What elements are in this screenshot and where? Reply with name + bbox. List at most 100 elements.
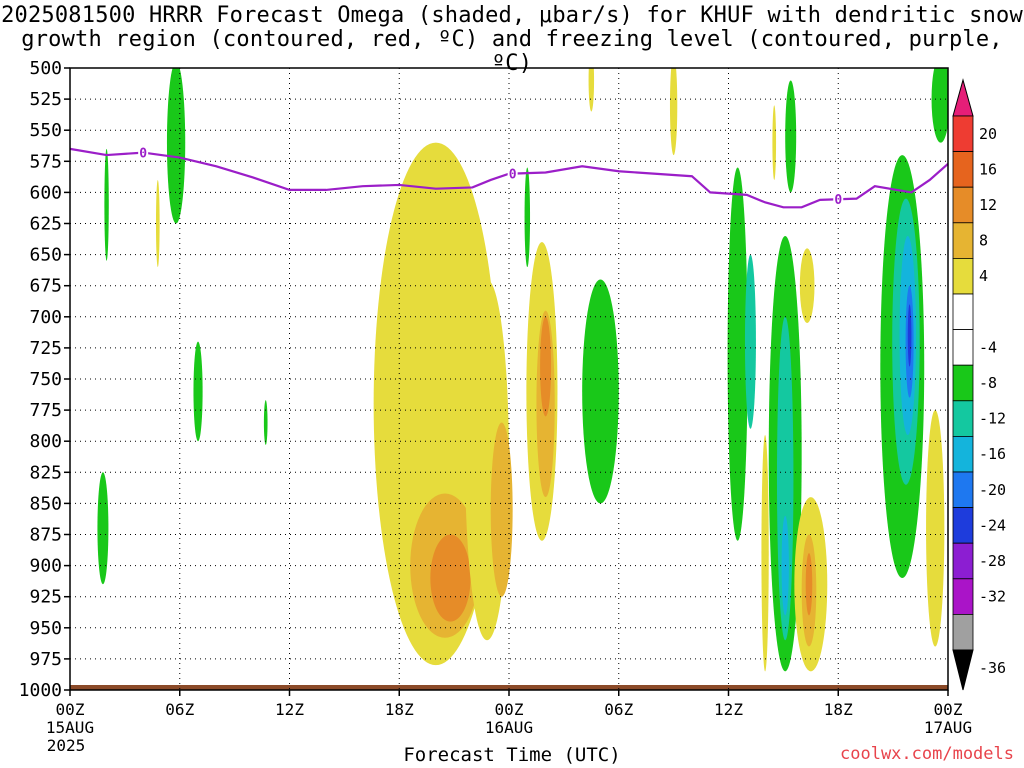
y-tick-label: 575 (29, 151, 62, 172)
y-tick-label: 700 (29, 307, 62, 328)
colorbar-segment (952, 151, 974, 188)
colorbar-label: 8 (979, 232, 988, 250)
y-tick-label: 975 (29, 649, 62, 670)
omega-contour-green (263, 400, 268, 445)
x-tick-date-label: 15AUG (46, 718, 94, 737)
colorbar-segment (952, 542, 974, 580)
colorbar-top-triangle (952, 78, 974, 117)
freezing-level-label: 0 (834, 193, 842, 208)
x-tick-label: 00Z (495, 700, 524, 719)
x-tick-label: 06Z (604, 700, 633, 719)
omega-contour-green (931, 68, 948, 143)
y-tick-label: 675 (29, 276, 62, 297)
omega-contour-orange (805, 553, 813, 616)
omega-contour-yellow (669, 68, 678, 156)
colorbar-label: -12 (979, 410, 1006, 428)
freezing-level-label: 0 (509, 168, 517, 183)
colorbar-segment (952, 578, 974, 615)
omega-contour-yellow (588, 68, 595, 112)
colorbar-label: -4 (979, 338, 997, 356)
colorbar-label: 12 (979, 196, 997, 214)
x-tick-label: 00Z (56, 700, 85, 719)
omega-contour-yellow (155, 179, 160, 268)
colorbar-segment (952, 257, 974, 295)
freezing-level-label: 0 (139, 147, 147, 162)
colorbar-segment (952, 364, 974, 402)
omega-contour-green (727, 167, 748, 541)
chart-title: 2025081500 HRRR Forecast Omega (shaded, … (0, 4, 1024, 76)
ground-surface (70, 685, 948, 690)
colorbar-segment (952, 400, 974, 437)
freezing-level-line (69, 147, 949, 209)
y-tick-label: 925 (29, 587, 62, 608)
omega-contour-yellow (926, 410, 945, 647)
y-tick-label: 550 (29, 120, 62, 141)
y-tick-label: 600 (29, 182, 62, 203)
y-tick-label: 850 (29, 493, 62, 514)
colorbar-segment (952, 329, 974, 366)
colorbar-label: 20 (979, 125, 997, 143)
colorbar-segment (952, 507, 974, 544)
colorbar-bottom-triangle (952, 649, 974, 691)
omega-contour-green (785, 80, 797, 193)
colorbar-label: -36 (979, 659, 1006, 677)
colorbar-segment (952, 186, 974, 224)
omega-shading (97, 68, 948, 672)
x-tick-label: 06Z (165, 700, 194, 719)
colorbar-label: -24 (979, 516, 1006, 534)
x-tick-date-label: 16AUG (485, 718, 533, 737)
colorbar-label: -32 (979, 588, 1006, 606)
x-axis-title: Forecast Time (UTC) (403, 744, 621, 766)
colorbar-segment (952, 435, 974, 473)
x-tick-label: 12Z (714, 700, 743, 719)
y-tick-label: 500 (29, 58, 62, 79)
omega-contour-teal (776, 316, 794, 641)
y-tick-label: 800 (29, 431, 62, 452)
omega-contour-green (97, 472, 109, 585)
omega-contour-orange (540, 316, 552, 417)
y-tick-label: 900 (29, 556, 62, 577)
title-line-2: growth region (contoured, red, ºC) and f… (21, 27, 1003, 76)
omega-contour-yellow (761, 434, 769, 672)
freezing-label-bg (507, 165, 518, 180)
title-line-1: 2025081500 HRRR Forecast Omega (shaded, … (1, 3, 1023, 28)
colorbar-segment (952, 115, 974, 152)
omega-contour-darkblue (907, 304, 912, 367)
y-tick-label: 650 (29, 245, 62, 266)
omega-contour-yellow (799, 248, 815, 324)
colorbar-segment (952, 614, 974, 651)
y-tick-label: 875 (29, 525, 62, 546)
colorbar-label: -8 (979, 374, 997, 392)
x-tick-label: 18Z (824, 700, 853, 719)
y-tick-label: 950 (29, 618, 62, 639)
credit-link[interactable]: coolwx.com/models (840, 744, 1014, 764)
colorbar-label: -20 (979, 481, 1006, 499)
colorbar-label: 16 (979, 160, 997, 178)
omega-contour-green (582, 279, 619, 504)
y-tick-label: 625 (29, 214, 62, 235)
y-tick-label: 525 (29, 89, 62, 110)
omega-contour-orange (430, 534, 471, 622)
x-tick-year-label: 2025 (47, 736, 86, 755)
omega-contour-green (193, 341, 203, 442)
colorbar-segment (952, 222, 974, 259)
omega-contour-yellow (772, 105, 777, 180)
y-tick-label: 775 (29, 400, 62, 421)
x-tick-date-label: 17AUG (924, 718, 972, 737)
colorbar-label: 4 (979, 267, 988, 285)
y-tick-label: 750 (29, 369, 62, 390)
y-tick-label: 725 (29, 338, 62, 359)
freezing-label-bg (833, 191, 844, 206)
colorbar-label: -28 (979, 552, 1006, 570)
colorbar-segment (952, 471, 974, 508)
colorbar-segment (952, 293, 974, 330)
omega-contour-green (104, 148, 109, 261)
x-tick-label: 12Z (275, 700, 304, 719)
x-tick-label: 00Z (934, 700, 963, 719)
omega-contour-gold (490, 422, 513, 597)
freezing-label-bg (138, 144, 149, 159)
x-tick-label: 18Z (385, 700, 414, 719)
colorbar-label: -16 (979, 445, 1006, 463)
omega-contour-green (166, 68, 186, 224)
